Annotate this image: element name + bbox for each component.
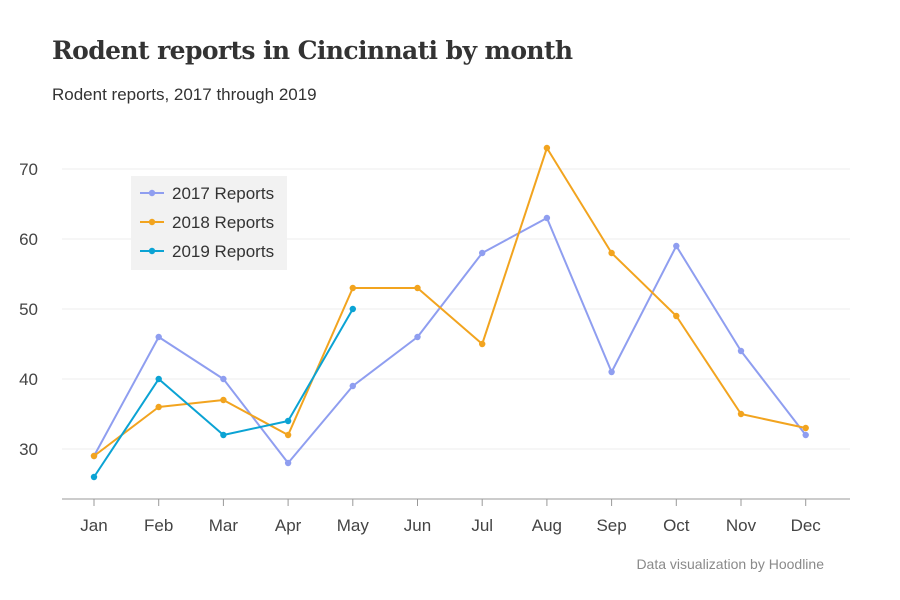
y-tick-label: 30 [19,440,38,459]
x-tick-label: Aug [532,516,562,535]
x-tick-label: Oct [663,516,690,535]
data-point [608,368,615,376]
x-tick-label: Apr [275,516,302,535]
x-tick-label: Feb [144,516,173,535]
data-point [673,312,680,320]
legend-swatch-point [148,189,156,197]
legend-swatch-point [148,247,156,255]
y-tick-label: 60 [19,230,38,249]
legend-item-2[interactable]: 2018 Reports [140,213,274,232]
data-point [737,347,745,355]
data-point [479,249,486,257]
legend[interactable]: 2017 Reports 2018 Reports 2019 Reports [131,176,287,270]
data-point [349,382,356,390]
x-tick-label: Dec [791,516,822,535]
x-tick-label: Mar [209,516,239,535]
series [90,144,809,481]
y-tick-label: 70 [19,160,38,179]
data-point [220,396,227,404]
data-point [220,431,227,439]
data-point [349,284,356,292]
legend-label: 2018 Reports [172,213,274,232]
data-point [155,403,162,411]
chart-title: Rodent reports in Cincinnati by month [52,36,573,65]
x-tick-label: Jan [80,516,107,535]
series-line-2 [93,147,806,457]
data-point [543,144,551,152]
data-point [155,375,162,383]
data-point [543,214,551,222]
data-point [155,333,162,341]
data-point [802,431,809,439]
series-1 [90,214,809,467]
legend-label: 2019 Reports [172,242,274,261]
series-3 [90,305,356,481]
x-tick-label: May [337,516,370,535]
data-point [802,424,809,432]
data-point [284,459,292,467]
credit-text: Data visualization by Hoodline [636,556,824,572]
data-point [608,249,615,257]
x-tick-label: Jul [471,516,493,535]
chart-subtitle: Rodent reports, 2017 through 2019 [52,85,317,104]
axes: 30 40 50 60 70 Jan Feb Mar Apr May Jun Jul Aug Sep Oct… [19,160,850,535]
data-point [414,333,421,341]
data-point [220,375,227,383]
legend-item-1[interactable]: 2017 Reports [140,184,274,203]
data-point [349,305,356,313]
x-tick-label: Nov [726,516,757,535]
data-point [90,452,98,460]
series-line-3 [93,308,354,478]
data-point [737,410,745,418]
data-point [284,431,292,439]
data-point [90,473,98,481]
legend-swatch-point [148,218,156,226]
legend-item-3[interactable]: 2019 Reports [140,242,274,261]
data-point [414,284,421,292]
legend-label: 2017 Reports [172,184,274,203]
data-point [284,417,292,425]
data-point [479,340,486,348]
x-tick-label: Sep [596,516,626,535]
series-2 [90,144,809,460]
series-line-1 [93,217,807,464]
data-point [673,242,680,250]
y-tick-label: 50 [19,300,38,319]
x-tick-label: Jun [404,516,431,535]
y-tick-label: 40 [19,370,38,389]
